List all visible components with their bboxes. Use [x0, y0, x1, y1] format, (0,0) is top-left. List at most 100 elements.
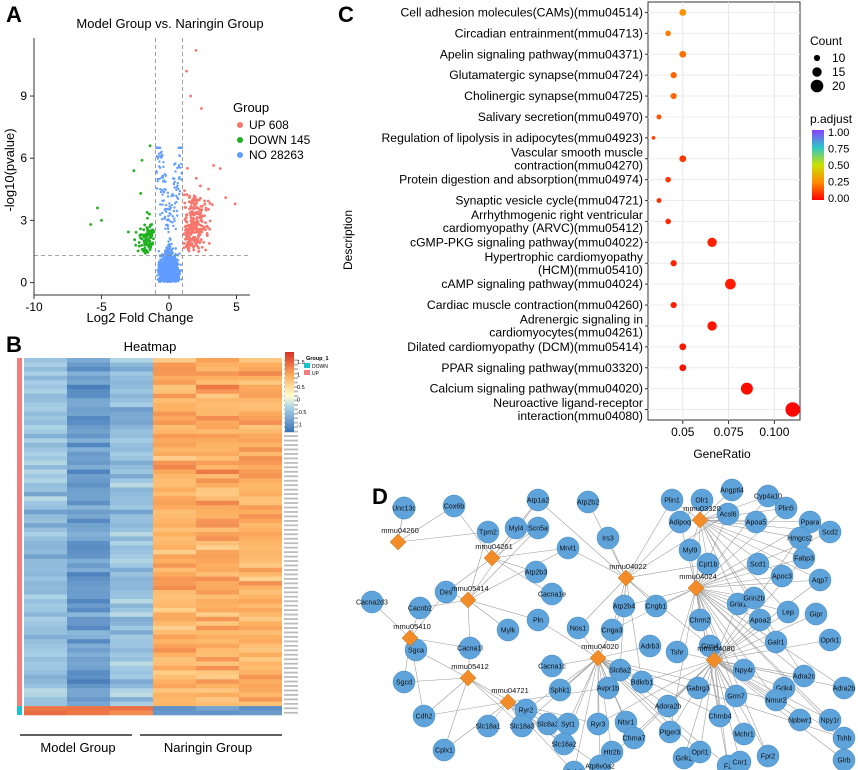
volcano-point-no [169, 265, 173, 268]
heatmap-cell [153, 643, 196, 649]
volcano-point-no [177, 177, 181, 181]
heatmap-cell [153, 576, 196, 582]
heatmap-row-label [284, 461, 298, 464]
heatmap-row-label [284, 640, 298, 643]
volcano-point-down [132, 169, 136, 173]
volcano-point-down [143, 246, 147, 250]
volcano-point-no [158, 274, 162, 277]
gene-node-label: Syt1 [561, 722, 575, 729]
volcano-point-up [194, 221, 198, 225]
network-gene-node: Avpr1b [596, 676, 620, 700]
volcano-point-no [156, 269, 159, 272]
network-gene-node: Tshr [665, 640, 689, 664]
dotplot-term-label: Cell adhesion molecules(CAMs)(mmu04514) [401, 5, 644, 19]
heatmap-cell [196, 558, 239, 564]
gene-node-label: Fpr2 [761, 754, 776, 761]
heatmap-cell [196, 442, 239, 448]
network-gene-node: Mchr1 [732, 722, 756, 746]
volcano-point-down [136, 249, 140, 253]
heatmap-row-label [284, 644, 298, 647]
heatmap-cell [67, 527, 110, 533]
heatmap-cell [67, 607, 110, 613]
volcano-point-down [147, 242, 151, 246]
heatmap-cell [239, 500, 282, 506]
heatmap-cell [239, 688, 282, 693]
heatmap-cell [153, 648, 196, 653]
volcano-point-up [205, 224, 209, 228]
heatmap-cell [24, 456, 67, 461]
volcano-point-up [182, 193, 186, 197]
gene-node-label: Angptl4 [720, 488, 744, 495]
network-gene-node: Myl4 [504, 516, 528, 540]
heatmap-cell [24, 697, 67, 702]
volcano-point-no [166, 227, 170, 231]
network-gene-node: Grm7 [724, 684, 748, 708]
heatmap-cell [67, 398, 110, 403]
volcano-point-no [168, 245, 172, 249]
heatmap-cell [196, 590, 239, 595]
heatmap-cell [24, 665, 67, 671]
volcano-point-up [197, 207, 201, 211]
volcano-point-up [204, 221, 207, 224]
dotplot-term-label: cGMP-PKG signaling pathway(mmu04022) [410, 235, 643, 249]
network-gene-node: Sgcd [392, 670, 416, 694]
size-legend-dot [813, 54, 821, 62]
heatmap-cell [110, 634, 153, 640]
heatmap-cell [67, 389, 110, 394]
volcano-point-no [156, 278, 160, 281]
size-legend-label: 20 [832, 79, 846, 93]
heatmap-cell [153, 358, 196, 363]
volcano-point-no [158, 166, 162, 170]
volcano-point-up [193, 195, 197, 199]
gene-node-circle [728, 750, 752, 770]
network-gene-node: Mylk [496, 618, 520, 642]
heatmap-row-label [284, 662, 298, 665]
volcano-point-up [193, 198, 196, 202]
heatmap-cell [67, 540, 110, 546]
heatmap-cell [239, 465, 282, 470]
heatmap-cell [110, 567, 153, 573]
volcano-axes: -10 -5 0 5 0 3 6 9 [20, 38, 250, 314]
network-edge [625, 563, 709, 579]
heatmap-cell [24, 634, 67, 640]
volcano-point-up [190, 226, 194, 230]
volcano-point-no [172, 262, 175, 266]
heatmap-cell [24, 688, 67, 693]
legend-label-up: UP 608 [249, 118, 289, 132]
heatmap-cell [24, 514, 67, 519]
gene-node-circle [548, 678, 572, 702]
volcano-point-no [180, 162, 183, 166]
heatmap-cell [67, 393, 110, 399]
pathway-node-label: mmu04261 [475, 542, 513, 551]
heatmap-cell [67, 639, 110, 644]
heatmap-colorbar-tick: 1.5 [297, 360, 305, 366]
pathway-node-diamond [691, 511, 709, 529]
gene-node-circle [764, 630, 788, 654]
network-edge [467, 531, 489, 601]
heatmap-row-label [284, 685, 298, 687]
heatmap-cell [67, 683, 110, 689]
volcano-point-no [163, 173, 167, 176]
volcano-point-up [185, 193, 189, 197]
heatmap-cell [67, 594, 110, 600]
network-gene-node: Grin2b [742, 586, 766, 610]
heatmap-cell [24, 648, 67, 653]
network-edge [713, 659, 801, 721]
heatmap-cell [24, 701, 67, 707]
pathway-node-label: mmu04260 [381, 526, 419, 535]
heatmap-cell [239, 460, 282, 466]
gene-node-circle [656, 694, 680, 718]
heatmap-cell [196, 447, 239, 453]
heatmap-cell [110, 576, 153, 582]
volcano-point-up [188, 227, 192, 231]
pathway-node-label: mmu04022 [609, 562, 647, 571]
heatmap-cell [153, 460, 196, 466]
heatmap-cell [67, 558, 110, 564]
heatmap-cell [153, 701, 196, 707]
network-gene-node: Cdh2 [412, 704, 436, 728]
heatmap-cell [196, 487, 239, 493]
network-edge [625, 499, 673, 579]
heatmap-cell [110, 701, 153, 707]
network-gene-node: Ryr3 [586, 712, 610, 736]
network-gene-node: Chrna7 [623, 726, 646, 750]
